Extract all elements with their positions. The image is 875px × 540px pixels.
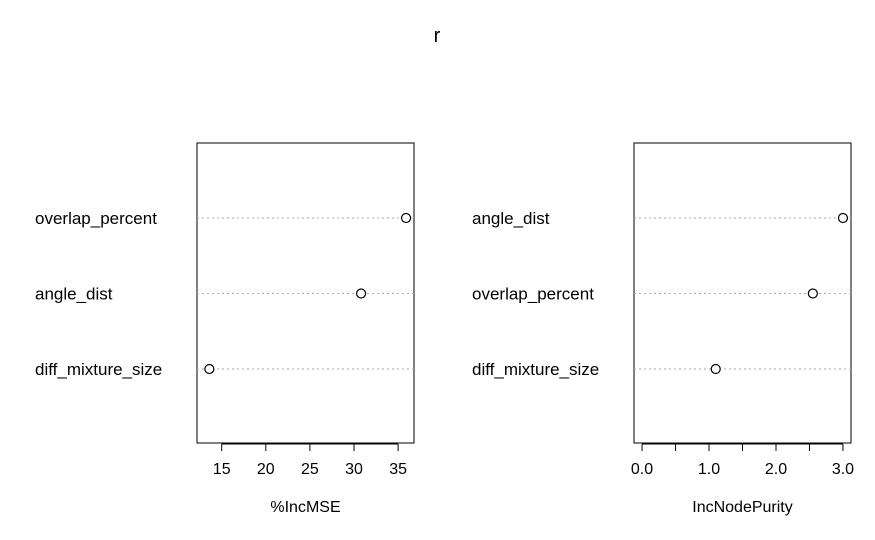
panel-incnodepurity: angle_dist overlap_percent diff_mixture_si…	[472, 142, 854, 516]
x-tick-label: 0.0	[631, 461, 653, 478]
category-label: diff_mixture_size	[35, 360, 162, 379]
x-tick-label: 35	[389, 461, 407, 478]
data-point	[807, 288, 818, 299]
x-axis-title-incmse: %IncMSE	[270, 499, 340, 516]
category-label: angle_dist	[472, 209, 550, 228]
category-label: overlap_percent	[472, 285, 594, 304]
x-tick-label: 20	[257, 461, 275, 478]
data-point	[204, 363, 215, 375]
data-point	[355, 288, 367, 299]
data-point	[400, 212, 412, 224]
x-tick-label: 1.0	[698, 461, 720, 478]
plot-frame	[633, 142, 852, 444]
x-tick-label: 15	[213, 461, 231, 478]
category-label: angle_dist	[35, 285, 113, 304]
x-tick-label: 3.0	[832, 461, 854, 478]
x-tick-label: 30	[345, 461, 363, 478]
figure-title: r	[434, 25, 441, 47]
category-label: diff_mixture_size	[472, 360, 599, 379]
plot-frame	[196, 142, 415, 444]
x-axis-title-incnodepurity: IncNodePurity	[692, 499, 793, 516]
category-label: overlap_percent	[35, 209, 157, 228]
data-point	[837, 212, 849, 224]
x-tick-label: 2.0	[765, 461, 787, 478]
panel-incmse: overlap_percent angle_dist diff_mixture_si…	[35, 142, 415, 516]
data-point	[710, 363, 721, 375]
x-tick-label: 25	[301, 461, 319, 478]
